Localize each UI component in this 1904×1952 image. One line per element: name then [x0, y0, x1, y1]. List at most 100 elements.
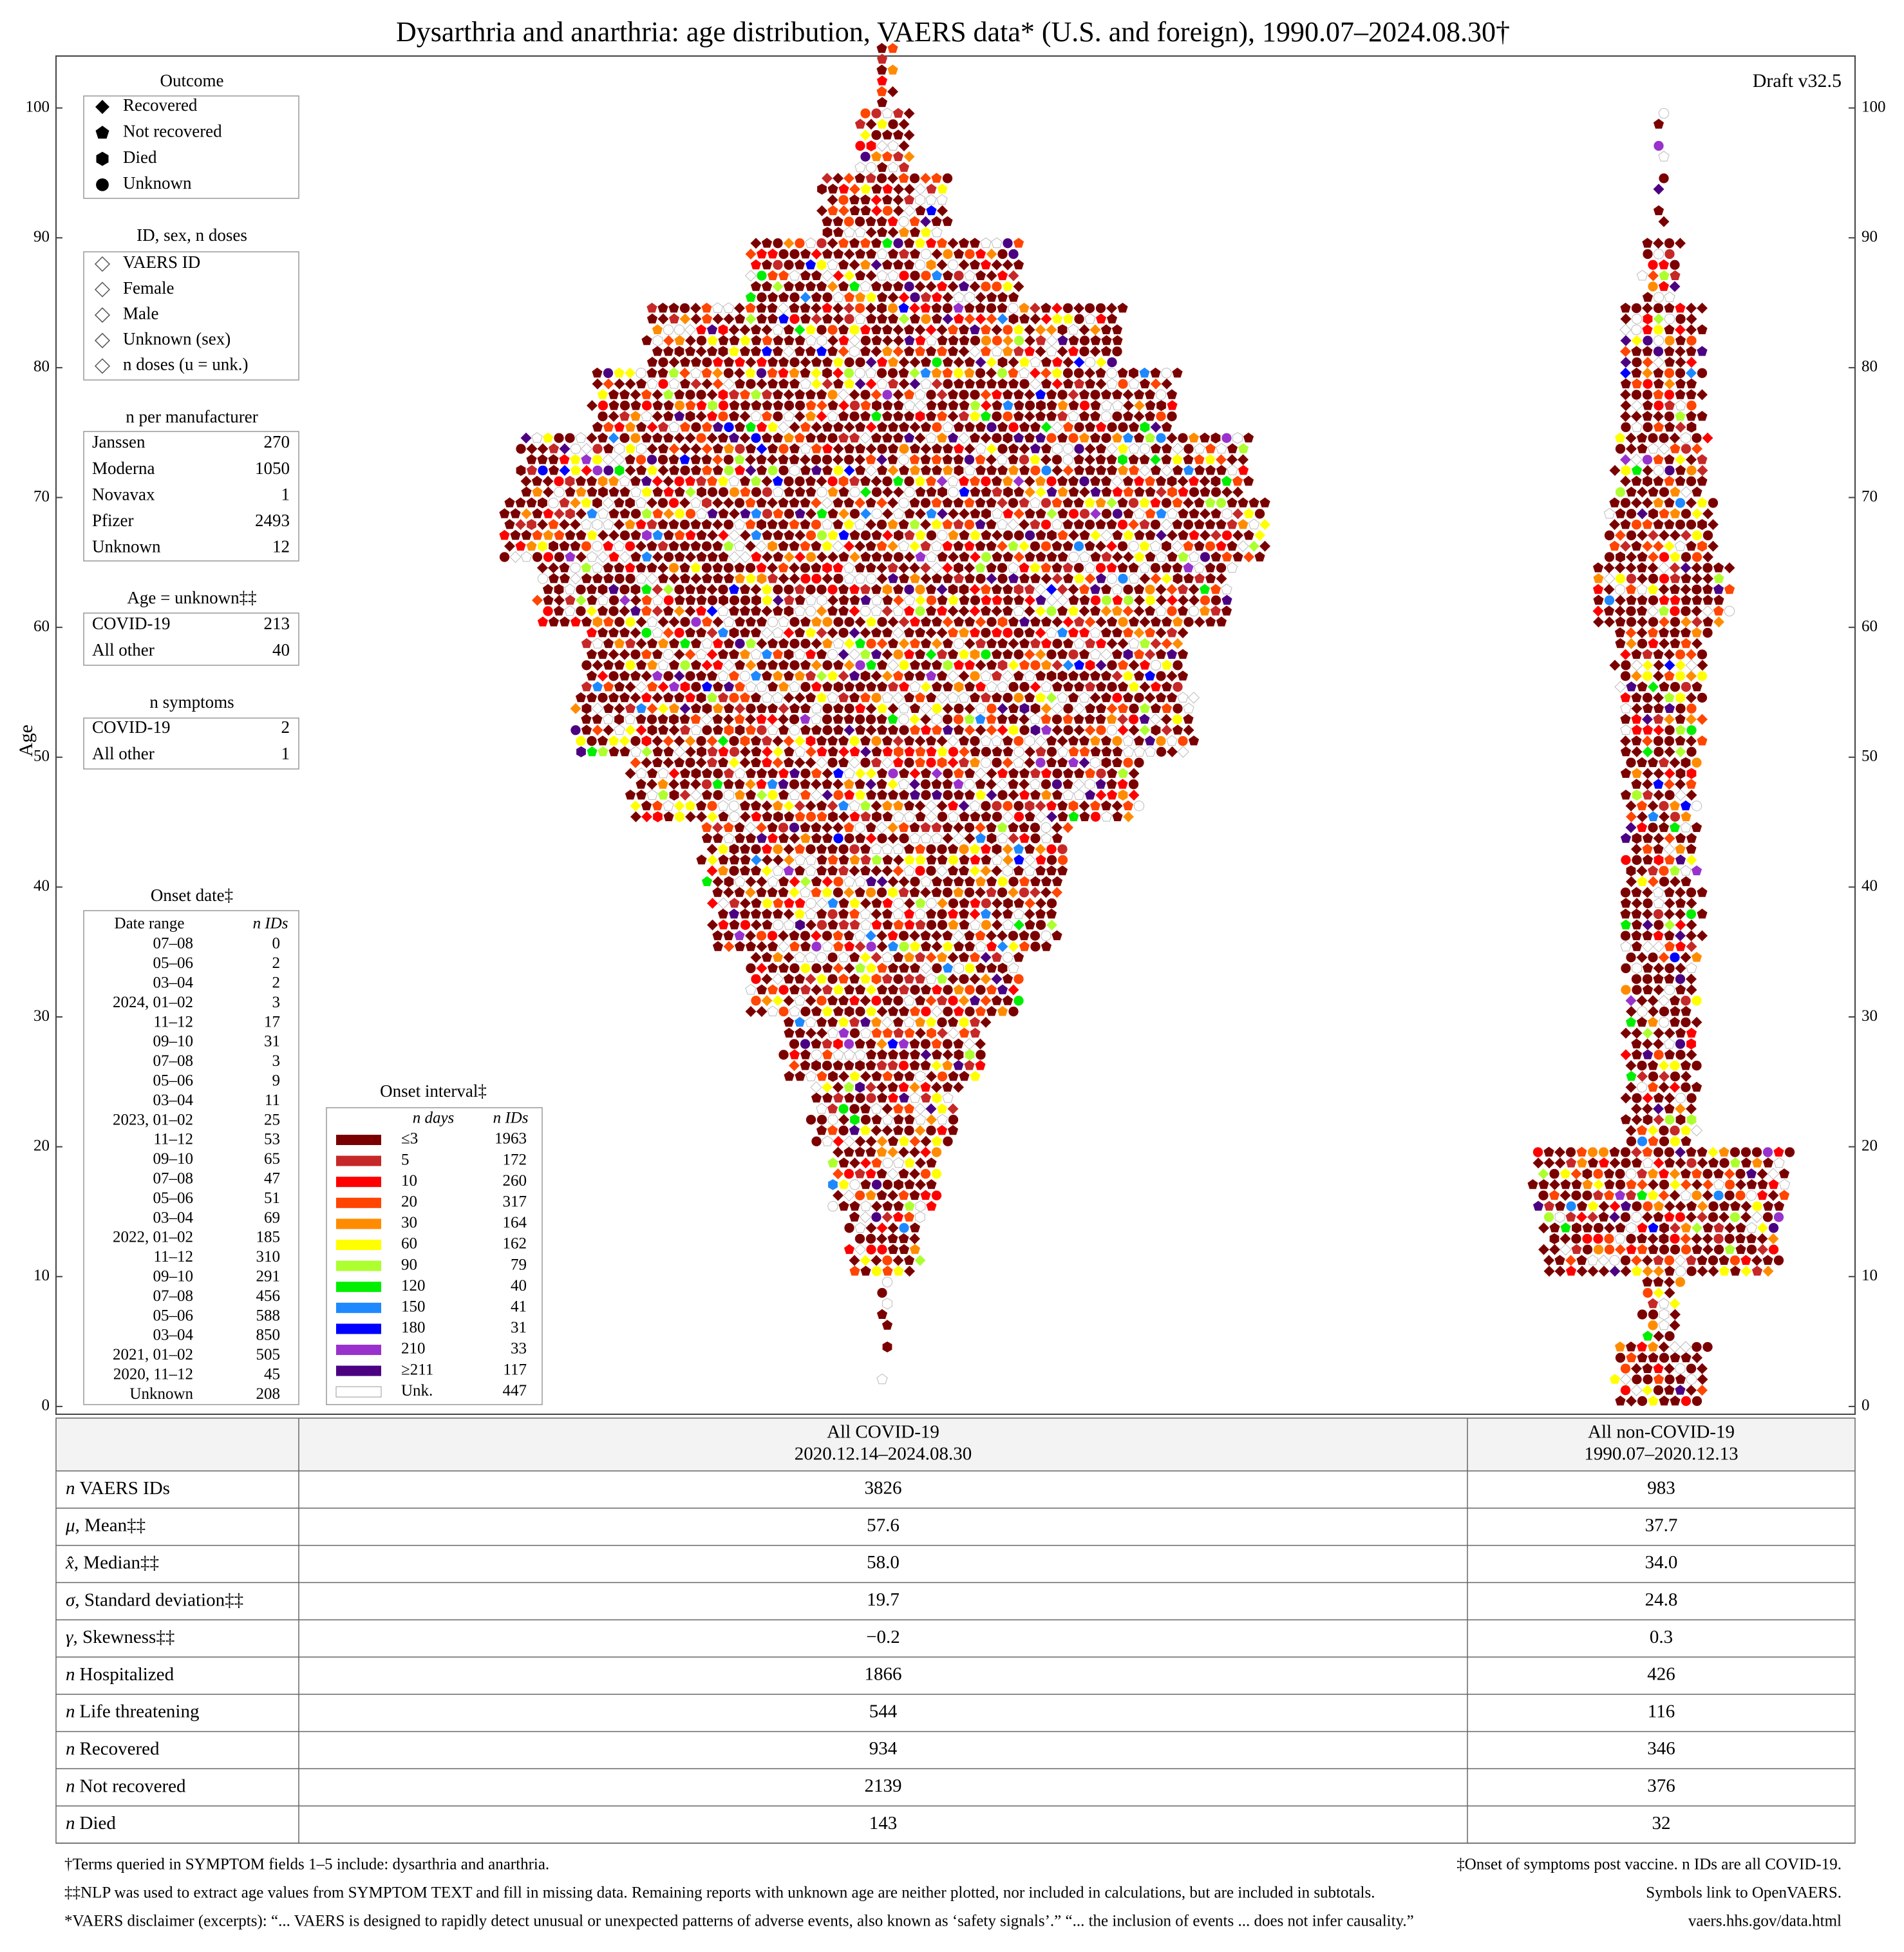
- legend-swatch: [336, 1260, 381, 1271]
- data-point: [860, 184, 871, 194]
- data-point: [1013, 865, 1024, 876]
- data-point: [740, 811, 751, 822]
- data-point: [806, 552, 816, 562]
- data-point: [652, 583, 663, 595]
- data-point: [915, 898, 926, 908]
- data-point: [953, 779, 964, 789]
- data-point: [625, 378, 636, 390]
- data-point: [827, 627, 838, 639]
- data-point: [1675, 454, 1686, 466]
- data-point: [892, 151, 904, 162]
- data-point: [1019, 443, 1030, 455]
- data-point: [833, 941, 844, 951]
- data-point: [920, 562, 931, 574]
- data-point: [657, 519, 668, 529]
- data-point: [1008, 790, 1019, 801]
- data-point: [1637, 508, 1648, 520]
- data-point: [865, 876, 877, 886]
- data-point: [1609, 1146, 1620, 1157]
- data-point: [964, 313, 976, 325]
- data-point: [1100, 411, 1112, 422]
- data-point: [706, 432, 718, 444]
- data-point: [1095, 367, 1106, 378]
- data-point: [794, 735, 806, 747]
- data-point: [965, 1049, 975, 1061]
- data-point: [707, 335, 718, 345]
- data-point: [756, 962, 768, 974]
- data-point: [1648, 811, 1659, 822]
- data-point: [636, 465, 647, 475]
- data-point: [975, 1038, 986, 1050]
- data-point: [794, 605, 806, 616]
- data-point: [1052, 638, 1062, 649]
- data-point: [586, 649, 598, 659]
- data-point: [844, 767, 855, 779]
- legend-value: 11: [265, 1092, 280, 1109]
- data-point: [854, 616, 866, 628]
- data-point: [548, 519, 559, 529]
- y-tick-label: 0: [42, 1397, 50, 1414]
- data-point: [800, 1060, 811, 1070]
- data-point: [1643, 313, 1653, 325]
- legend-label: 30: [401, 1214, 417, 1231]
- data-point: [800, 876, 811, 887]
- data-point: [795, 238, 805, 249]
- data-point: [876, 140, 889, 152]
- data-point: [1681, 1179, 1692, 1190]
- data-point: [1194, 519, 1205, 529]
- data-point: [849, 194, 860, 205]
- data-point: [712, 443, 724, 453]
- data-point: [717, 475, 729, 486]
- data-point: [564, 605, 576, 616]
- data-point: [920, 681, 932, 693]
- data-point: [1008, 1006, 1019, 1017]
- data-point: [668, 768, 680, 779]
- data-point: [800, 292, 811, 303]
- data-point: [652, 389, 663, 401]
- data-point: [1089, 324, 1101, 336]
- data-point: [1642, 974, 1653, 984]
- data-point: [1626, 530, 1637, 540]
- legend-value: 291: [256, 1268, 281, 1285]
- data-point: [822, 790, 833, 801]
- data-point: [1641, 940, 1654, 953]
- data-point: [636, 779, 646, 789]
- data-point: [1549, 1189, 1560, 1200]
- data-point: [1719, 1255, 1730, 1265]
- data-point: [975, 930, 986, 940]
- legend-swatch: [335, 1386, 382, 1398]
- data-point: [1079, 551, 1091, 562]
- data-point: [811, 497, 822, 509]
- data-point: [789, 1060, 800, 1072]
- data-point: [997, 768, 1008, 778]
- data-point: [854, 681, 866, 692]
- data-point: [526, 454, 537, 464]
- data-point: [1036, 400, 1046, 412]
- data-point: [1708, 1201, 1719, 1211]
- data-point: [1100, 627, 1112, 638]
- data-point: [1144, 389, 1156, 399]
- data-point: [1615, 508, 1626, 518]
- data-point: [559, 519, 570, 530]
- data-point: [926, 595, 937, 605]
- data-point: [1030, 638, 1041, 649]
- data-point: [997, 930, 1008, 942]
- data-point: [833, 497, 844, 507]
- data-point: [1161, 573, 1173, 584]
- data-point: [953, 421, 965, 432]
- data-point: [800, 638, 811, 649]
- data-point: [1647, 1168, 1659, 1179]
- data-point: [1150, 497, 1161, 507]
- data-point: [598, 486, 608, 498]
- data-point: [756, 659, 768, 670]
- data-point: [827, 400, 838, 410]
- data-point: [827, 390, 838, 400]
- data-point: [750, 670, 762, 681]
- data-point: [1653, 703, 1664, 713]
- data-point: [926, 530, 937, 540]
- data-point: [898, 1038, 909, 1048]
- y-tick-label-right: 0: [1862, 1397, 1870, 1414]
- legend-label: Unknown: [92, 537, 161, 556]
- data-point: [1686, 519, 1697, 530]
- data-point: [865, 173, 876, 183]
